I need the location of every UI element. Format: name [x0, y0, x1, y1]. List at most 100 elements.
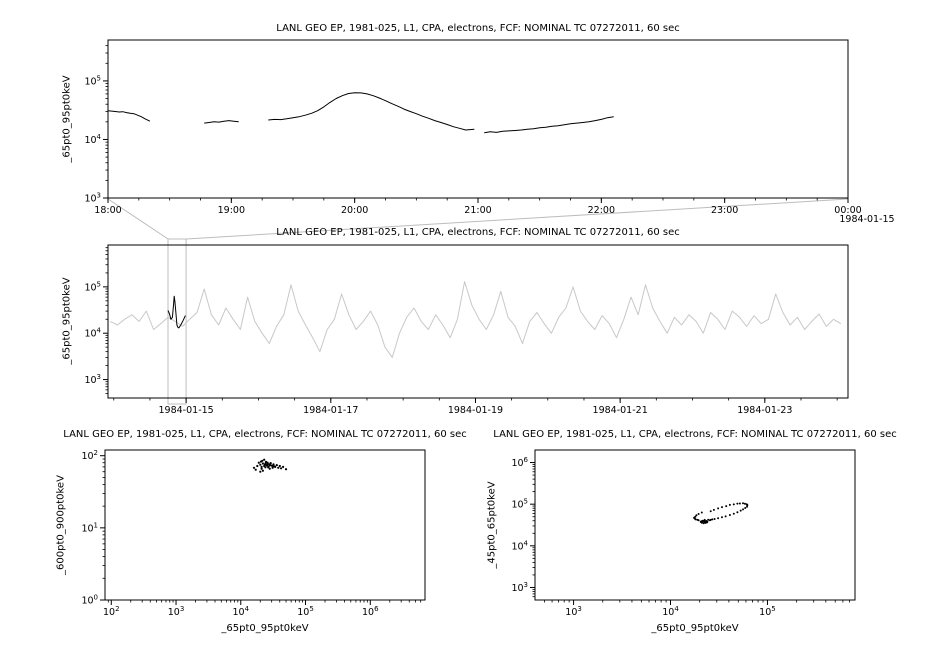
data-point — [711, 518, 714, 521]
data-point — [721, 506, 723, 509]
data-point — [277, 466, 280, 469]
plot-frame — [104, 449, 426, 601]
panel4-ylabel: _45pt0_65pt0keV — [486, 481, 498, 569]
data-point — [259, 470, 262, 473]
data-point — [252, 466, 256, 469]
tick-label: 102 — [81, 449, 98, 462]
data-point — [260, 467, 263, 470]
data-point — [256, 464, 259, 468]
data-point — [728, 503, 731, 506]
tick-label: 23:00 — [711, 205, 738, 216]
data-point — [695, 514, 698, 517]
panel3-title: LANL GEO EP, 1981-025, L1, CPA, electron… — [63, 429, 467, 440]
data-point — [746, 503, 749, 506]
tick-label: 19:00 — [218, 205, 245, 216]
tick-label: 104 — [232, 605, 249, 618]
series-layer — [693, 502, 749, 525]
plot-frame — [534, 449, 856, 601]
data-point — [739, 509, 742, 512]
tick-label: 101 — [81, 521, 98, 534]
data-point — [700, 520, 703, 523]
zoom-region-box[interactable] — [167, 238, 187, 405]
data-point — [717, 517, 720, 520]
plot-frame — [107, 244, 849, 399]
tick-label: 102 — [103, 605, 120, 618]
data-point — [261, 462, 264, 465]
tick-label: 1984-01-19 — [448, 405, 503, 416]
data-point — [268, 467, 271, 470]
data-point — [271, 464, 275, 468]
data-point — [260, 465, 263, 468]
data-point — [742, 502, 744, 505]
data-point — [743, 502, 746, 505]
panel2-title: LANL GEO EP, 1981-025, L1, CPA, electron… — [276, 227, 680, 238]
data-point — [271, 466, 274, 469]
tick-label: 103 — [511, 581, 528, 594]
data-point — [257, 461, 260, 464]
tick-label: 1984-01-21 — [593, 405, 648, 416]
series-line — [268, 92, 475, 131]
data-point — [267, 466, 270, 469]
tick-label: 21:00 — [464, 205, 491, 216]
data-point — [269, 462, 272, 465]
tick-label: 105 — [84, 280, 101, 293]
tick-label: 105 — [297, 605, 314, 618]
data-point — [697, 513, 700, 515]
data-point — [732, 503, 735, 506]
series-layer — [108, 92, 614, 134]
axis-ticks: 102 103 104 105 106 100 101 102 — [81, 449, 422, 618]
tick-label: 104 — [662, 605, 679, 618]
tick-label: 1984-01-23 — [737, 405, 792, 416]
tick-label: 103 — [565, 605, 582, 618]
series-line — [108, 110, 151, 122]
panel-p3[interactable]: 102 103 104 105 106 100 101 102 — [81, 449, 426, 618]
data-point — [278, 464, 281, 468]
panel-p2[interactable]: 1984-01-15 1984-01-17 1984-01-19 1984-01-21… — [84, 244, 849, 416]
data-point — [742, 508, 744, 511]
tick-label: 103 — [84, 373, 101, 386]
data-point — [269, 464, 272, 467]
data-point — [707, 518, 710, 521]
series-layer — [252, 458, 288, 473]
data-point — [721, 516, 723, 519]
data-point — [725, 505, 728, 508]
panel4-xlabel: _65pt0_95pt0keV — [651, 623, 739, 634]
panel1-title: LANL GEO EP, 1981-025, L1, CPA, electron… — [276, 23, 680, 34]
tick-label: 20:00 — [341, 205, 368, 216]
tick-label: 105 — [759, 605, 776, 618]
data-point — [708, 519, 711, 522]
panel3-xlabel: _65pt0_95pt0keV — [221, 623, 309, 634]
tick-label: 105 — [511, 498, 528, 511]
data-point — [709, 510, 712, 513]
panel4-title: LANL GEO EP, 1981-025, L1, CPA, electron… — [493, 429, 897, 440]
data-point — [284, 468, 288, 471]
data-point — [703, 521, 706, 524]
tick-label: 104 — [84, 327, 101, 340]
tick-label: 18:00 — [94, 205, 121, 216]
plot-frame — [107, 39, 849, 199]
panel-p4[interactable]: 103 104 105 103 104 105 106 — [511, 449, 856, 618]
data-point — [700, 511, 703, 514]
tick-label: 22:00 — [588, 205, 615, 216]
tick-label: 00:00 — [834, 205, 861, 216]
data-point — [728, 514, 731, 516]
data-point — [738, 502, 741, 505]
series-line — [167, 295, 186, 329]
data-point — [259, 463, 262, 466]
series-line — [109, 281, 842, 358]
tick-label: 104 — [511, 539, 528, 552]
data-point — [254, 468, 257, 471]
panel1-axis-date: 1984-01-15 — [839, 214, 895, 225]
tick-label: 103 — [84, 192, 101, 205]
series-layer — [109, 281, 842, 358]
data-point — [266, 464, 269, 467]
data-point — [272, 463, 275, 466]
panel-p1[interactable]: 18:00 19:00 20:00 21:00 22:00 23:00 00:00 103 10… — [84, 39, 862, 216]
panel1-ylabel: _65pt0_95pt0keV — [61, 75, 73, 163]
data-point — [694, 518, 697, 521]
tick-label: 103 — [168, 605, 185, 618]
data-point — [713, 518, 716, 520]
tick-label: 1984-01-15 — [159, 405, 214, 416]
